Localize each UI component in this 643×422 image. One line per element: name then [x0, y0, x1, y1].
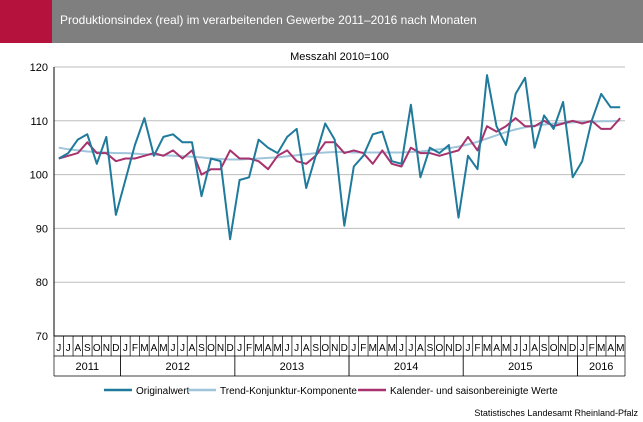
x-month-label: M — [140, 343, 148, 354]
x-month-label: A — [151, 343, 158, 354]
x-month-label: N — [217, 343, 224, 354]
year-label: 2014 — [394, 361, 418, 373]
x-month-label: M — [502, 343, 510, 354]
x-month-label: J — [465, 343, 470, 354]
x-month-label: S — [312, 343, 319, 354]
year-label: 2012 — [165, 361, 189, 373]
x-month-label: D — [341, 343, 348, 354]
legend-saisonbereinigt-label: Kalender- und saisonbereinigte Werte — [390, 386, 558, 397]
x-month-label: J — [170, 343, 175, 354]
x-month-label: F — [360, 343, 366, 354]
x-month-label: D — [569, 343, 576, 354]
year-label: 2013 — [280, 361, 304, 373]
x-month-label: J — [237, 343, 242, 354]
year-label: 2011 — [75, 361, 99, 373]
y-tick-label: 110 — [30, 116, 48, 128]
x-month-label: A — [265, 343, 272, 354]
x-month-label: A — [74, 343, 81, 354]
x-month-label: M — [597, 343, 605, 354]
x-month-label: F — [589, 343, 595, 354]
x-month-label: J — [285, 343, 290, 354]
x-month-label: F — [246, 343, 252, 354]
x-month-label: J — [66, 343, 71, 354]
x-month-label: J — [180, 343, 185, 354]
x-month-label: D — [455, 343, 462, 354]
source-note: Statistisches Landesamt Rheinland-Pfalz — [474, 408, 638, 418]
series-line-originalwert — [58, 74, 621, 241]
year-label: 2016 — [589, 361, 613, 373]
y-tick-label: 70 — [36, 331, 48, 343]
chart-title: Produktionsindex (real) im verarbeitende… — [60, 13, 477, 27]
x-month-label: M — [159, 343, 167, 354]
x-month-label: A — [189, 343, 196, 354]
x-month-label: O — [550, 343, 558, 354]
title-bar — [0, 0, 643, 43]
x-month-label: N — [331, 343, 338, 354]
x-month-label: S — [198, 343, 205, 354]
y-tick-label: 100 — [30, 170, 48, 182]
x-month-label: M — [616, 343, 624, 354]
x-month-label: J — [580, 343, 585, 354]
x-month-label: S — [427, 343, 434, 354]
x-month-label: A — [417, 343, 424, 354]
x-month-label: A — [607, 343, 614, 354]
x-month-label: F — [474, 343, 480, 354]
x-month-label: M — [273, 343, 281, 354]
y-tick-label: 120 — [30, 62, 48, 74]
y-tick-label: 90 — [36, 223, 48, 235]
brand-accent-block — [0, 0, 52, 43]
x-month-label: N — [560, 343, 567, 354]
x-month-label: M — [483, 343, 491, 354]
x-month-label: F — [132, 343, 138, 354]
legend-originalwert-label: Originalwert — [136, 386, 190, 397]
x-month-label: S — [541, 343, 548, 354]
year-label: 2015 — [508, 361, 532, 373]
x-month-label: A — [303, 343, 310, 354]
y-tick-label: 80 — [36, 277, 48, 289]
x-month-label: A — [531, 343, 538, 354]
x-month-label: M — [254, 343, 262, 354]
x-month-label: M — [369, 343, 377, 354]
x-month-label: N — [103, 343, 110, 354]
x-month-label: O — [207, 343, 215, 354]
x-month-label: J — [523, 343, 528, 354]
x-month-label: J — [351, 343, 356, 354]
x-month-label: O — [93, 343, 101, 354]
x-month-label: J — [399, 343, 404, 354]
x-month-label: J — [408, 343, 413, 354]
x-month-label: M — [388, 343, 396, 354]
chart-subtitle: Messzahl 2010=100 — [290, 51, 389, 63]
x-month-label: N — [445, 343, 452, 354]
x-month-label: S — [84, 343, 91, 354]
x-month-label: O — [436, 343, 444, 354]
legend-trend-label: Trend-Konjunktur-Komponente — [220, 386, 357, 397]
x-month-label: J — [294, 343, 299, 354]
x-month-label: A — [379, 343, 386, 354]
x-month-label: O — [321, 343, 329, 354]
x-month-label: J — [56, 343, 61, 354]
x-month-label: D — [226, 343, 233, 354]
x-month-label: D — [112, 343, 119, 354]
x-month-label: J — [513, 343, 518, 354]
x-month-label: A — [493, 343, 500, 354]
x-month-label: J — [123, 343, 128, 354]
